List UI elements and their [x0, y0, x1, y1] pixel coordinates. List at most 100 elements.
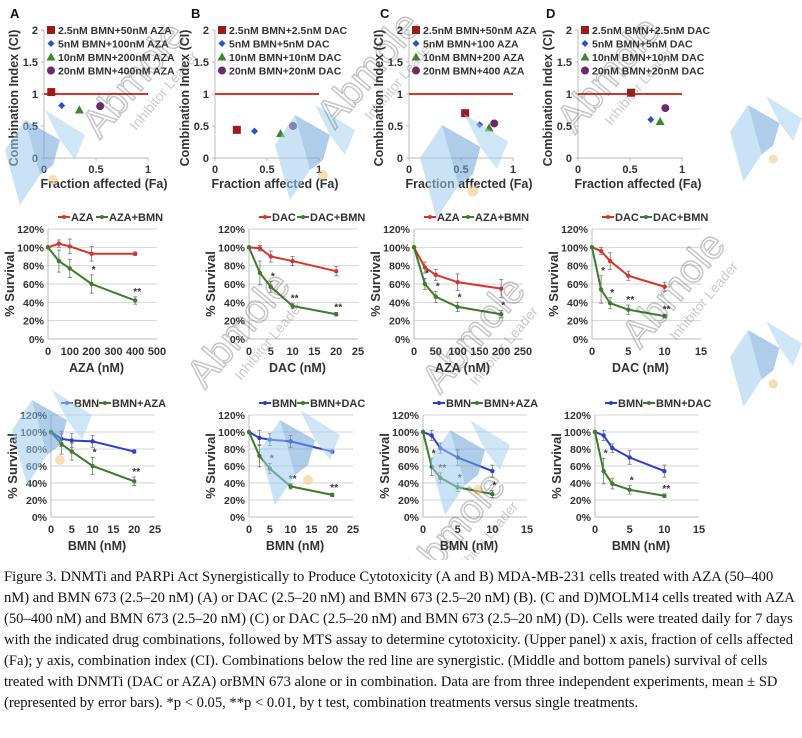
survival-chart-middle-b: 0% 20% 40% 60% 80% 100% 120% 0 5 10 15 20 25 DAC (nM)… — [203, 212, 365, 375]
x-tick-label: 25 — [352, 346, 364, 358]
y-tick-label: 0% — [230, 512, 246, 524]
y-tick-label: 1.5 — [557, 57, 572, 69]
y-tick-label: 0% — [573, 334, 589, 346]
legend-marker — [103, 401, 107, 405]
y-axis-label: % Survival — [377, 433, 392, 499]
x-tick-label: 5 — [625, 346, 631, 358]
data-point — [251, 127, 259, 135]
y-tick-label: 120% — [218, 410, 246, 422]
x-tick-label: 20 — [326, 524, 338, 536]
data-point — [455, 304, 460, 310]
legend-marker — [644, 215, 648, 219]
data-point — [499, 312, 504, 317]
data-point — [96, 102, 105, 111]
y-tick-label: 1 — [203, 89, 209, 101]
legend-label: 20nM BMN+20nM DAC — [229, 66, 342, 78]
y-tick-label: 40% — [567, 297, 589, 309]
x-axis-label: BMN (nM) — [266, 539, 324, 553]
y-tick-label: 1.5 — [23, 57, 38, 69]
x-tick-label: 100 — [61, 346, 79, 358]
significance-marker: * — [630, 476, 634, 487]
y-tick-label: 0 — [203, 153, 209, 165]
legend-label: 20nM BMN+400 AZA — [423, 66, 525, 78]
data-point — [69, 438, 75, 443]
data-point — [133, 251, 138, 256]
data-point — [47, 88, 56, 97]
y-tick-label: 80% — [398, 444, 420, 456]
legend-marker — [606, 215, 610, 219]
y-axis-label: Combination Index (CI) — [372, 30, 386, 167]
survival-chart-bottom-d: 0% 20% 40% 60% 80% 100% 120% 0 5 10 15 BMN (nM) % Su… — [549, 398, 711, 553]
data-point — [132, 479, 137, 484]
x-tick-label: 20 — [330, 346, 342, 358]
legend-marker — [47, 40, 55, 47]
legend-label: AZA — [437, 212, 460, 224]
data-point — [647, 116, 655, 124]
watermark-logo-icon — [12, 390, 92, 485]
x-axis-label: DAC (nM) — [612, 361, 669, 375]
data-point — [662, 313, 667, 319]
data-point — [461, 109, 470, 118]
y-tick-label: 100% — [17, 242, 45, 254]
y-tick-label: 120% — [17, 224, 45, 236]
x-tick-label: 15 — [521, 524, 533, 536]
legend-label: DAC — [272, 212, 296, 224]
significance-marker: ** — [291, 293, 299, 304]
y-tick-label: 20% — [389, 316, 411, 328]
data-point — [67, 266, 73, 271]
x-axis-label: Fraction affected (Fa) — [40, 177, 167, 191]
data-point — [433, 294, 438, 300]
y-axis-label: Combination Index (CI) — [541, 30, 555, 167]
y-tick-label: 1.5 — [194, 57, 209, 69]
x-tick-label: 150 — [470, 346, 488, 358]
legend-marker — [609, 401, 613, 405]
legend-marker — [411, 52, 421, 61]
y-tick-label: 120% — [383, 224, 411, 236]
data-point — [592, 429, 598, 435]
legend-marker — [437, 401, 441, 405]
x-tick-label: 0 — [411, 346, 417, 358]
legend-label: 10nM BMN+10nM DAC — [592, 52, 705, 64]
y-tick-label: 2 — [32, 25, 38, 37]
y-tick-label: 80% — [570, 444, 592, 456]
x-tick-label: 400 — [126, 346, 144, 358]
legend-marker — [263, 401, 267, 405]
x-tick-label: 50 — [430, 346, 442, 358]
legend-marker — [412, 66, 420, 75]
y-tick-label: 40% — [23, 297, 45, 309]
x-tick-label: 10 — [286, 346, 298, 358]
y-tick-label: 60% — [224, 279, 246, 291]
significance-marker: * — [271, 271, 275, 282]
data-point — [74, 105, 84, 114]
legend-label: BMN+DAC — [656, 398, 711, 410]
x-tick-label: 0.5 — [259, 164, 274, 176]
legend-marker — [412, 40, 420, 47]
data-point — [257, 435, 262, 441]
legend-label: 20nM BMN+400nM AZA — [58, 66, 175, 78]
data-point — [411, 245, 417, 250]
panel-label: D — [546, 6, 555, 21]
y-tick-label: 120% — [392, 410, 420, 422]
x-tick-label: 5 — [455, 524, 461, 536]
legend-marker — [217, 52, 227, 61]
y-tick-label: 20% — [224, 495, 246, 507]
data-point — [290, 303, 295, 309]
data-point — [433, 272, 438, 278]
watermark-logo-icon — [730, 321, 802, 407]
y-tick-label: 100% — [561, 242, 589, 254]
significance-marker: * — [93, 448, 97, 459]
x-tick-label: 0 — [592, 524, 598, 536]
significance-marker: ** — [330, 483, 338, 494]
data-point — [90, 463, 95, 469]
legend-label: 2.5nM BMN+50nM AZA — [423, 25, 537, 37]
watermark-logo-icon — [260, 410, 340, 505]
significance-marker: * — [492, 481, 496, 492]
data-point — [422, 265, 428, 270]
x-tick-label: 200 — [82, 346, 100, 358]
x-tick-label: 20 — [128, 524, 140, 536]
watermark-logo-icon — [420, 114, 508, 219]
y-tick-label: 2 — [566, 25, 572, 37]
y-tick-label: 100% — [383, 242, 411, 254]
legend-label: AZA — [71, 212, 94, 224]
